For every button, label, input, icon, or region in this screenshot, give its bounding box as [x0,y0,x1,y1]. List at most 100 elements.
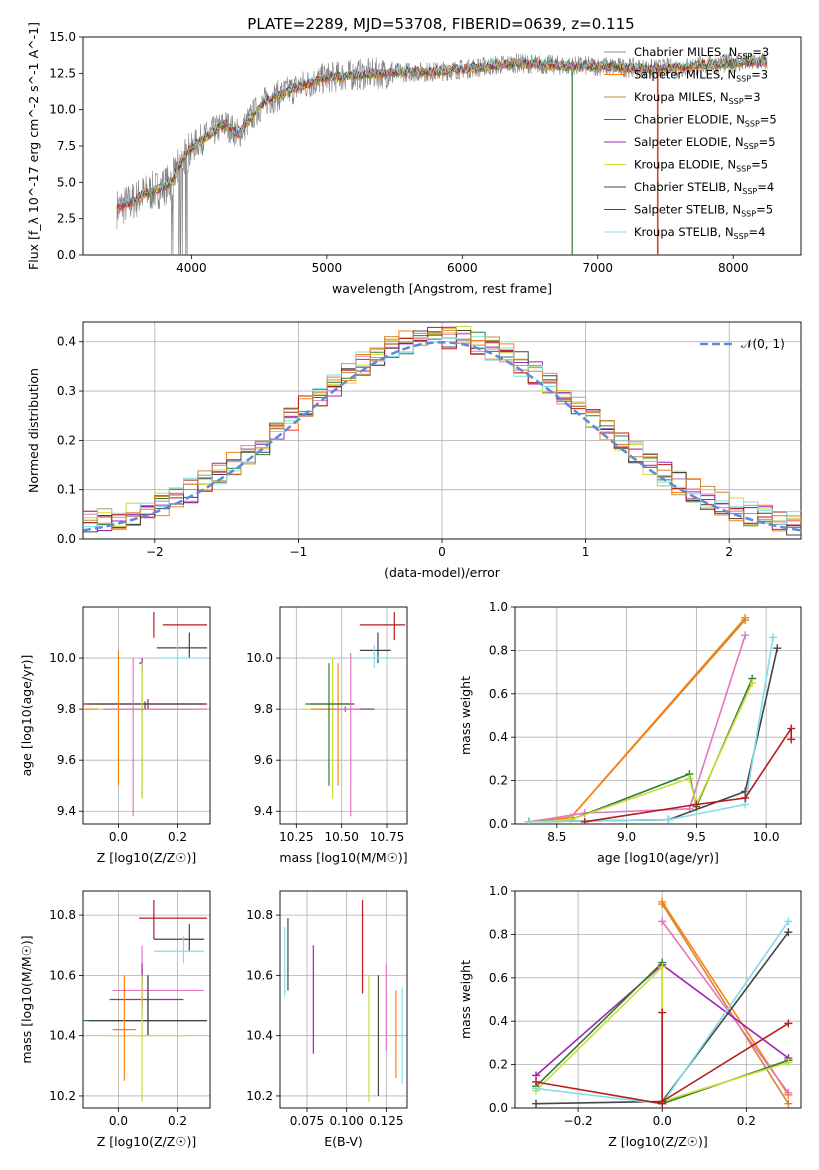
errorbar-point [88,975,208,1036]
weight-point-marker [769,633,778,642]
weight-series-line [661,901,790,1096]
weight-series-line [661,903,790,1105]
y-tick-label: 10.8 [246,908,273,922]
y-tick-label: 0.6 [489,687,508,701]
y-tick-label: 0.2 [489,1058,508,1072]
x-tick-label: 6000 [447,261,478,275]
errorbar-point [153,936,205,964]
y-axis-label: mass weight [458,960,473,1039]
y-tick-label: 15.0 [49,30,76,44]
legend-ssp-count: 5 [766,203,773,217]
errorbar-point [305,663,351,786]
errorbar-point [112,975,137,1081]
errorbar-point [139,900,208,940]
errorbar-point [109,963,184,1015]
plot-area-residuals [83,325,801,536]
y-tick-label: 10.6 [49,968,76,982]
y-tick-label: 1.0 [489,884,508,898]
errorbar-point [301,658,353,799]
errorbar-point [332,652,360,817]
x-tick-label: −1 [290,545,308,559]
chart-age_vs_mass: 10.25 10.50 10.75 9.4 9.6 9.8 10.0 mass [log10(… [246,606,408,865]
weight-point-marker [658,1097,667,1106]
weight-point-marker [748,678,757,687]
plot-frame [82,36,802,256]
weight-series-line [528,678,753,823]
y-tick-label: 9.4 [254,804,273,818]
y-tick-label: 0.4 [57,335,76,349]
legend-ssp-eq: = [756,203,766,217]
histogram-series [83,329,801,530]
legend-label: Chabrier STELIB [634,180,726,194]
y-axis-label: age [log10(age/yr)] [19,655,34,777]
legend-entry: Chabrier STELIB, NSSP=4 [634,180,774,196]
errorbar-point [156,645,205,671]
y-tick-label: 9.4 [57,804,76,818]
x-tick-label: 7000 [583,261,614,275]
chart-residuals: −2 −1 0 1 2 0.0 0.1 0.2 0.3 0.4 (data-model)/error… [26,321,802,580]
chart-weight_vs_Z: −0.2 0.0 0.2 0.0 0.2 0.4 0.6 0.8 1.0 Z [log10(Z/Z… [458,884,802,1149]
legend-ssp-count: 3 [761,68,768,82]
legend-ssp-eq: = [744,90,754,104]
legend-label: Chabrier MILES [634,45,721,59]
legend-ssp-sub: SSP [736,75,751,84]
legend-separator: , [713,90,720,104]
y-tick-label: 10.0 [246,651,273,665]
x-tick-label: −2 [146,545,164,559]
errorbar-point [83,975,208,1036]
y-tick-label: 0.0 [57,532,76,546]
legend-ssp-count: 5 [769,113,776,127]
plot-frame [279,606,408,825]
chart-mass_vs_Z: 0.0 0.2 10.2 10.4 10.6 10.8 Z [log10(Z/Z☉)] mas… [19,890,211,1149]
x-axis-label: wavelength [Angstrom, rest frame] [332,281,552,296]
x-axis-label: Z [log10(Z/Z☉)] [97,850,197,865]
legend-ssp-count: 4 [767,180,774,194]
model-line [116,55,768,207]
errorbar-point [103,975,190,1102]
x-tick-label: 10.0 [753,830,780,844]
weight-point-marker [658,962,667,971]
x-tick-label: 0.100 [329,1114,363,1128]
x-tick-label: 0.0 [109,1114,128,1128]
y-tick-label: 0.8 [489,643,508,657]
weight-series-line [528,634,746,823]
legend-ssp-prefix: N [734,180,743,194]
weight-point-marker [784,1058,793,1067]
x-axis-label: age [log10(age/yr)] [597,850,719,865]
x-tick-label: 9.0 [617,830,636,844]
errorbar-point [359,612,406,641]
legend-ssp-prefix: N [725,225,734,239]
x-tick-label: 0.0 [109,830,128,844]
legend-separator: , [728,135,735,149]
chart-weight_vs_age: 8.5 9.0 9.5 10.0 0.0 0.2 0.4 0.6 0.8 1.0 age [log1… [458,600,802,865]
y-tick-label: 9.6 [254,753,273,767]
legend-ssp-sub: SSP [734,232,749,241]
plot-area-mass_vs_EBV [284,900,403,1102]
weight-point-marker [692,800,701,809]
legend-label: Chabrier ELODIE [634,113,729,127]
y-tick-label: 0.8 [489,927,508,941]
legend-ssp-sub: SSP [742,187,757,196]
legend-ssp-sub: SSP [741,210,756,219]
errorbar-point [156,632,208,659]
figure-title: PLATE=2289, MJD=53708, FIBERID=0639, z=0… [247,15,634,33]
x-axis-label: (data-model)/error [384,565,501,580]
plot-frame [82,606,211,825]
legend-label: Salpeter MILES [634,68,720,82]
weight-series-line [661,920,790,1094]
legend-ssp-sub: SSP [744,142,759,151]
weight-point-marker [532,1077,541,1086]
legend-separator: , [726,180,733,194]
y-tick-label: 0.4 [489,730,508,744]
weight-point-marker [787,724,796,733]
histogram-series [83,336,801,527]
x-tick-label: 0 [438,545,446,559]
legend-ssp-count: 3 [753,90,760,104]
plot-frame [514,890,802,1109]
legend-entry: 𝒩(0, 1) [741,337,785,351]
legend-ssp-eq: = [757,180,767,194]
plot-frame [514,606,802,825]
plot-frame [82,890,211,1109]
legend-ssp-count: 4 [758,225,765,239]
x-tick-label: 0.0 [653,1114,672,1128]
